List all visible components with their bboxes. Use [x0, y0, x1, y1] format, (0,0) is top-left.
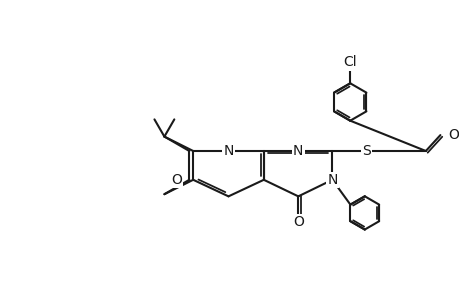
Text: N: N	[292, 144, 303, 158]
Text: O: O	[448, 128, 458, 142]
Text: O: O	[292, 215, 303, 229]
Text: N: N	[223, 144, 233, 158]
Text: N: N	[326, 173, 337, 187]
Text: S: S	[362, 144, 370, 158]
Text: Cl: Cl	[343, 56, 356, 69]
Text: O: O	[171, 173, 182, 187]
